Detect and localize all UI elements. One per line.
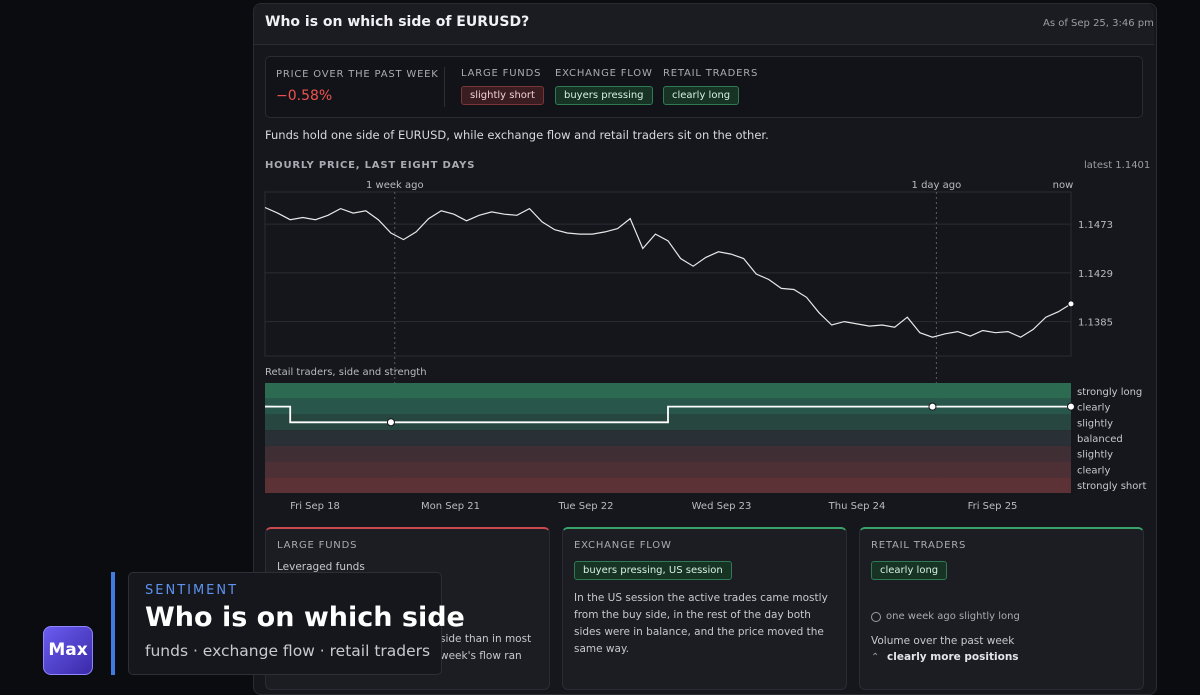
pill: clearly long <box>871 561 948 580</box>
description: Funds hold one side of EURUSD, while exc… <box>265 128 769 142</box>
day-label: Tue Sep 22 <box>557 501 613 512</box>
chart-title: Retail traders, side and strength <box>265 367 427 378</box>
y-tick-label: strongly short <box>1077 481 1146 492</box>
badge: Max <box>43 626 93 675</box>
overlay-subtitle: funds · exchange flow · retail traders <box>145 642 431 660</box>
day-label: Mon Sep 21 <box>421 501 480 512</box>
charts: 1.1473 1.1429 1.1385 1 week ago 1 day ago now… <box>264 180 1146 619</box>
card-text: In the US session the active trades came… <box>574 592 828 655</box>
price-line <box>264 206 1072 338</box>
price-change: −0.58% <box>276 88 333 104</box>
band <box>265 445 1071 462</box>
card-title: RETAIL TRADERS <box>871 540 967 551</box>
pill: buyers pressing, US session <box>574 561 732 580</box>
price-label: PRICE OVER THE PAST WEEK <box>276 69 439 80</box>
pill: slightly short <box>461 86 544 105</box>
y-tick-label: 1.1473 <box>1078 220 1113 231</box>
end-dot <box>1067 300 1075 308</box>
overlay-kicker: SENTIMENT <box>145 583 239 598</box>
marker-label: now <box>1053 180 1074 191</box>
pill: buyers pressing <box>555 86 653 105</box>
note-icon <box>871 612 881 622</box>
card-note: one week ago slightly long <box>886 611 1020 622</box>
card <box>859 527 1144 690</box>
group-label: EXCHANGE FLOW <box>555 68 653 79</box>
y-tick-label: balanced <box>1077 434 1123 445</box>
marker-label: 1 day ago <box>912 180 962 191</box>
card <box>562 527 847 690</box>
chevron: ⌃ <box>871 652 880 663</box>
header-title: Who is on which side of EURUSD? <box>265 14 530 30</box>
latest-annotation: latest 1.1401 <box>1084 160 1151 171</box>
y-tick-label: slightly <box>1077 450 1113 461</box>
marker-label: 1 week ago <box>366 180 424 191</box>
group-label: RETAIL TRADERS <box>663 68 759 79</box>
card-text: week's flow ran <box>440 650 522 662</box>
group-label: LARGE FUNDS <box>461 68 542 79</box>
y-tick-label: 1.1385 <box>1078 318 1113 329</box>
side-dot <box>386 418 395 427</box>
accent-bar <box>111 572 115 675</box>
divider <box>444 67 445 107</box>
chart-title: HOURLY PRICE, LAST EIGHT DAYS <box>265 160 476 171</box>
day-label: Thu Sep 24 <box>828 501 886 512</box>
day-label: Fri Sep 25 <box>968 501 1018 512</box>
band <box>265 430 1071 446</box>
card-subtitle: Leveraged funds <box>277 561 365 573</box>
plot-area <box>264 191 1072 357</box>
side-dot <box>928 402 937 411</box>
day-label: Wed Sep 23 <box>692 501 752 512</box>
header-bar <box>254 4 1154 45</box>
card-text: Volume over the past week <box>871 635 1015 647</box>
day-label: Fri Sep 18 <box>290 501 340 512</box>
overlay-title: Who is on which side <box>145 602 465 633</box>
card-title: EXCHANGE FLOW <box>574 540 672 551</box>
pill: clearly long <box>663 86 740 105</box>
y-tick-label: clearly <box>1077 403 1110 414</box>
card-title: LARGE FUNDS <box>277 540 358 551</box>
y-tick-label: 1.1429 <box>1078 269 1113 280</box>
timestamp: As of Sep 25, 3:46 pm <box>1043 18 1154 29</box>
y-tick-label: slightly <box>1077 418 1113 429</box>
band <box>265 383 1071 399</box>
y-tick-label: clearly <box>1077 465 1110 476</box>
y-tick-label: strongly long <box>1077 387 1142 398</box>
card-value: clearly more positions <box>887 651 1019 663</box>
band <box>265 461 1071 478</box>
band <box>265 477 1071 493</box>
card-text: side than in most <box>440 633 532 645</box>
side-dot <box>1067 402 1075 411</box>
page: Who is on which side of EURUSD? As of Se… <box>43 3 1157 695</box>
overlay-box <box>128 572 442 675</box>
